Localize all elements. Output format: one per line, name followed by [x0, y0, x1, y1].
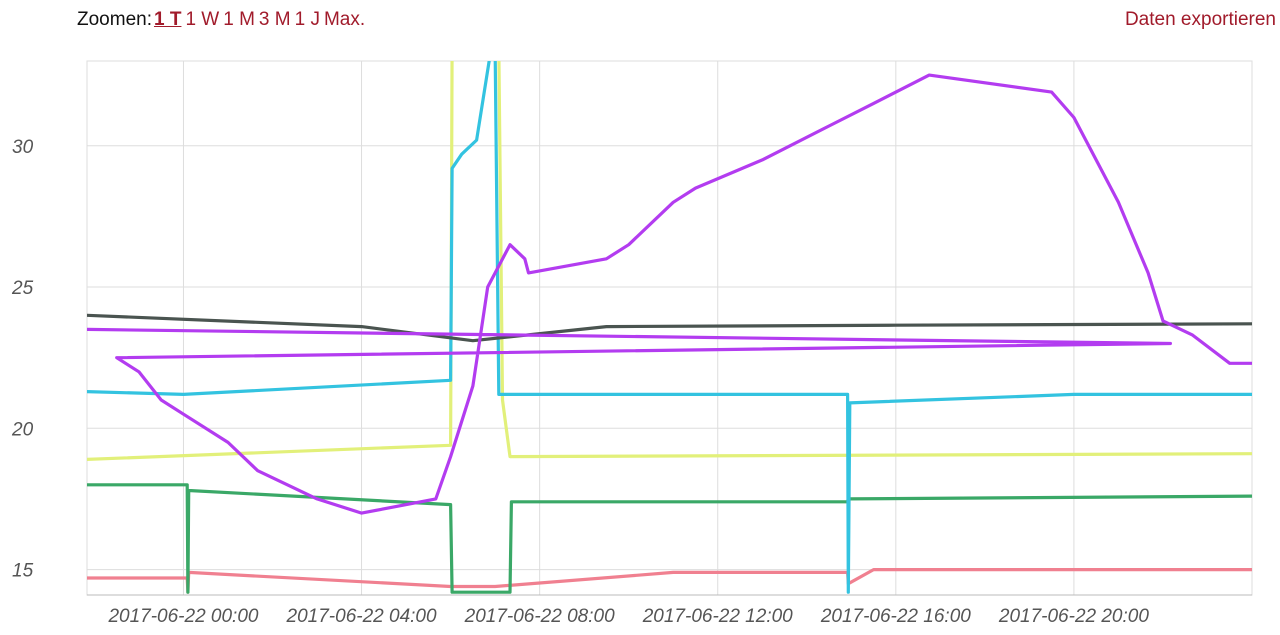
x-tick-label: 2017-06-22 00:00 [107, 606, 258, 627]
x-tick-label: 2017-06-22 12:00 [642, 606, 793, 627]
series-line-5 [87, 313, 1252, 343]
zoom-option-3-months[interactable]: 3 M [258, 9, 291, 30]
y-tick-label: 25 [11, 278, 34, 299]
chart-axes: 15 20 25 30 2017-06-22 00:00 2017-06-22 04:00… [11, 137, 1252, 627]
y-tick-label: 20 [11, 419, 34, 440]
zoom-option-max[interactable]: Max. [323, 9, 366, 30]
x-tick-label: 2017-06-22 04:00 [286, 606, 437, 627]
export-data-link[interactable]: Daten exportieren [1124, 9, 1276, 30]
chart-series [87, 61, 1252, 594]
zoom-option-1-day[interactable]: 1 T [153, 9, 182, 30]
zoom-label: Zoomen: [77, 9, 152, 30]
chart-grid [86, 60, 1253, 596]
series-line-3 [87, 61, 1252, 461]
series-line-4 [87, 61, 1252, 594]
line-chart: 15 20 25 30 2017-06-22 00:00 2017-06-22 04:00… [11, 60, 1253, 627]
plot-frame [86, 60, 1253, 596]
zoom-option-1-week[interactable]: 1 W [185, 9, 220, 30]
series-line-1 [87, 568, 1252, 594]
x-tick-label: 2017-06-22 20:00 [998, 606, 1149, 627]
x-tick-label: 2017-06-22 16:00 [820, 606, 971, 627]
zoom-option-1-month[interactable]: 1 M [223, 9, 255, 30]
x-tick-label: 2017-06-22 08:00 [464, 606, 615, 627]
zoom-option-1-year[interactable]: 1 J [294, 9, 320, 30]
y-tick-label: 30 [12, 137, 34, 158]
y-tick-label: 15 [12, 561, 34, 582]
series-line-6 [87, 73, 1252, 515]
